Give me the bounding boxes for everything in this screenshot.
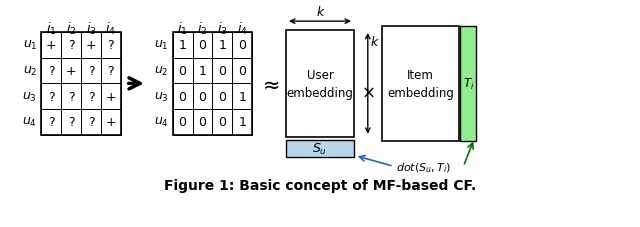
Bar bbox=[212, 33, 232, 58]
Text: $i_1$: $i_1$ bbox=[46, 21, 56, 37]
Text: 0: 0 bbox=[238, 65, 246, 78]
Text: $i_2$: $i_2$ bbox=[66, 21, 76, 37]
Text: +: + bbox=[106, 90, 116, 103]
Text: $u_1$: $u_1$ bbox=[154, 39, 169, 52]
Bar bbox=[212, 110, 232, 135]
Bar bbox=[61, 33, 81, 58]
Bar bbox=[61, 84, 81, 110]
Text: 1: 1 bbox=[218, 39, 227, 52]
Bar bbox=[173, 84, 193, 110]
Text: 0: 0 bbox=[198, 90, 207, 103]
Text: $u_2$: $u_2$ bbox=[22, 65, 37, 78]
Text: $\approx$: $\approx$ bbox=[257, 74, 279, 94]
Bar bbox=[193, 110, 212, 135]
Text: k: k bbox=[316, 6, 324, 19]
Text: Item
embedding: Item embedding bbox=[387, 69, 454, 99]
Text: +: + bbox=[86, 39, 96, 52]
Text: ?: ? bbox=[88, 65, 94, 78]
Bar bbox=[232, 84, 252, 110]
Bar bbox=[173, 58, 193, 84]
Text: ?: ? bbox=[68, 90, 74, 103]
Text: 0: 0 bbox=[179, 116, 187, 129]
Bar bbox=[81, 84, 101, 110]
Bar bbox=[173, 33, 252, 135]
Text: ?: ? bbox=[48, 65, 54, 78]
Text: 0: 0 bbox=[179, 90, 187, 103]
Text: 0: 0 bbox=[218, 116, 227, 129]
Bar bbox=[193, 58, 212, 84]
Text: $T_i$: $T_i$ bbox=[463, 76, 474, 91]
Text: 1: 1 bbox=[239, 90, 246, 103]
Text: 1: 1 bbox=[198, 65, 207, 78]
Text: +: + bbox=[106, 116, 116, 129]
Bar bbox=[193, 33, 212, 58]
Text: 0: 0 bbox=[218, 90, 227, 103]
Bar bbox=[41, 58, 61, 84]
Text: 0: 0 bbox=[179, 65, 187, 78]
Bar bbox=[173, 33, 193, 58]
Text: 0: 0 bbox=[218, 65, 227, 78]
Text: $i_4$: $i_4$ bbox=[237, 21, 248, 37]
Bar bbox=[232, 33, 252, 58]
Text: +: + bbox=[46, 39, 56, 52]
Text: ?: ? bbox=[68, 116, 74, 129]
Bar bbox=[173, 110, 193, 135]
Text: $u_3$: $u_3$ bbox=[22, 90, 37, 103]
Bar bbox=[460, 27, 476, 141]
Text: $S_u$: $S_u$ bbox=[312, 141, 328, 156]
Text: $i_3$: $i_3$ bbox=[86, 21, 97, 37]
Text: 0: 0 bbox=[238, 39, 246, 52]
Text: 0: 0 bbox=[198, 116, 207, 129]
Bar bbox=[232, 110, 252, 135]
Bar bbox=[286, 140, 354, 158]
Bar bbox=[41, 110, 61, 135]
Bar bbox=[61, 110, 81, 135]
Text: $i_2$: $i_2$ bbox=[197, 21, 208, 37]
Text: +: + bbox=[66, 65, 76, 78]
Text: $i_4$: $i_4$ bbox=[106, 21, 116, 37]
Text: ?: ? bbox=[108, 65, 114, 78]
Text: $u_4$: $u_4$ bbox=[22, 116, 37, 129]
Text: $\times$: $\times$ bbox=[361, 83, 374, 101]
Bar bbox=[81, 33, 101, 58]
Bar bbox=[81, 58, 101, 84]
Text: User
embedding: User embedding bbox=[287, 69, 353, 99]
Text: $i_1$: $i_1$ bbox=[177, 21, 188, 37]
Text: ?: ? bbox=[88, 90, 94, 103]
Bar bbox=[81, 110, 101, 135]
Text: $u_4$: $u_4$ bbox=[154, 116, 169, 129]
Text: $i_3$: $i_3$ bbox=[217, 21, 228, 37]
Bar bbox=[101, 110, 121, 135]
Text: $dot(S_u, T_i)$: $dot(S_u, T_i)$ bbox=[396, 161, 451, 174]
Bar bbox=[41, 33, 61, 58]
Text: 0: 0 bbox=[198, 39, 207, 52]
Text: ?: ? bbox=[48, 116, 54, 129]
Text: $u_3$: $u_3$ bbox=[154, 90, 169, 103]
Bar bbox=[212, 84, 232, 110]
Text: 1: 1 bbox=[179, 39, 186, 52]
Text: ?: ? bbox=[108, 39, 114, 52]
Text: $u_1$: $u_1$ bbox=[22, 39, 37, 52]
Bar bbox=[381, 27, 460, 141]
Bar bbox=[61, 58, 81, 84]
Text: $u_2$: $u_2$ bbox=[154, 65, 169, 78]
Bar bbox=[193, 84, 212, 110]
Bar bbox=[41, 84, 61, 110]
Text: ?: ? bbox=[88, 116, 94, 129]
Bar bbox=[101, 84, 121, 110]
Text: ?: ? bbox=[48, 90, 54, 103]
Text: k: k bbox=[371, 36, 378, 49]
Text: ?: ? bbox=[68, 39, 74, 52]
Text: Figure 1: Basic concept of MF-based CF.: Figure 1: Basic concept of MF-based CF. bbox=[164, 178, 476, 192]
Bar bbox=[286, 31, 354, 137]
Text: 1: 1 bbox=[239, 116, 246, 129]
Bar bbox=[232, 58, 252, 84]
Bar bbox=[101, 58, 121, 84]
Bar bbox=[101, 33, 121, 58]
Bar bbox=[212, 58, 232, 84]
Bar bbox=[41, 33, 121, 135]
